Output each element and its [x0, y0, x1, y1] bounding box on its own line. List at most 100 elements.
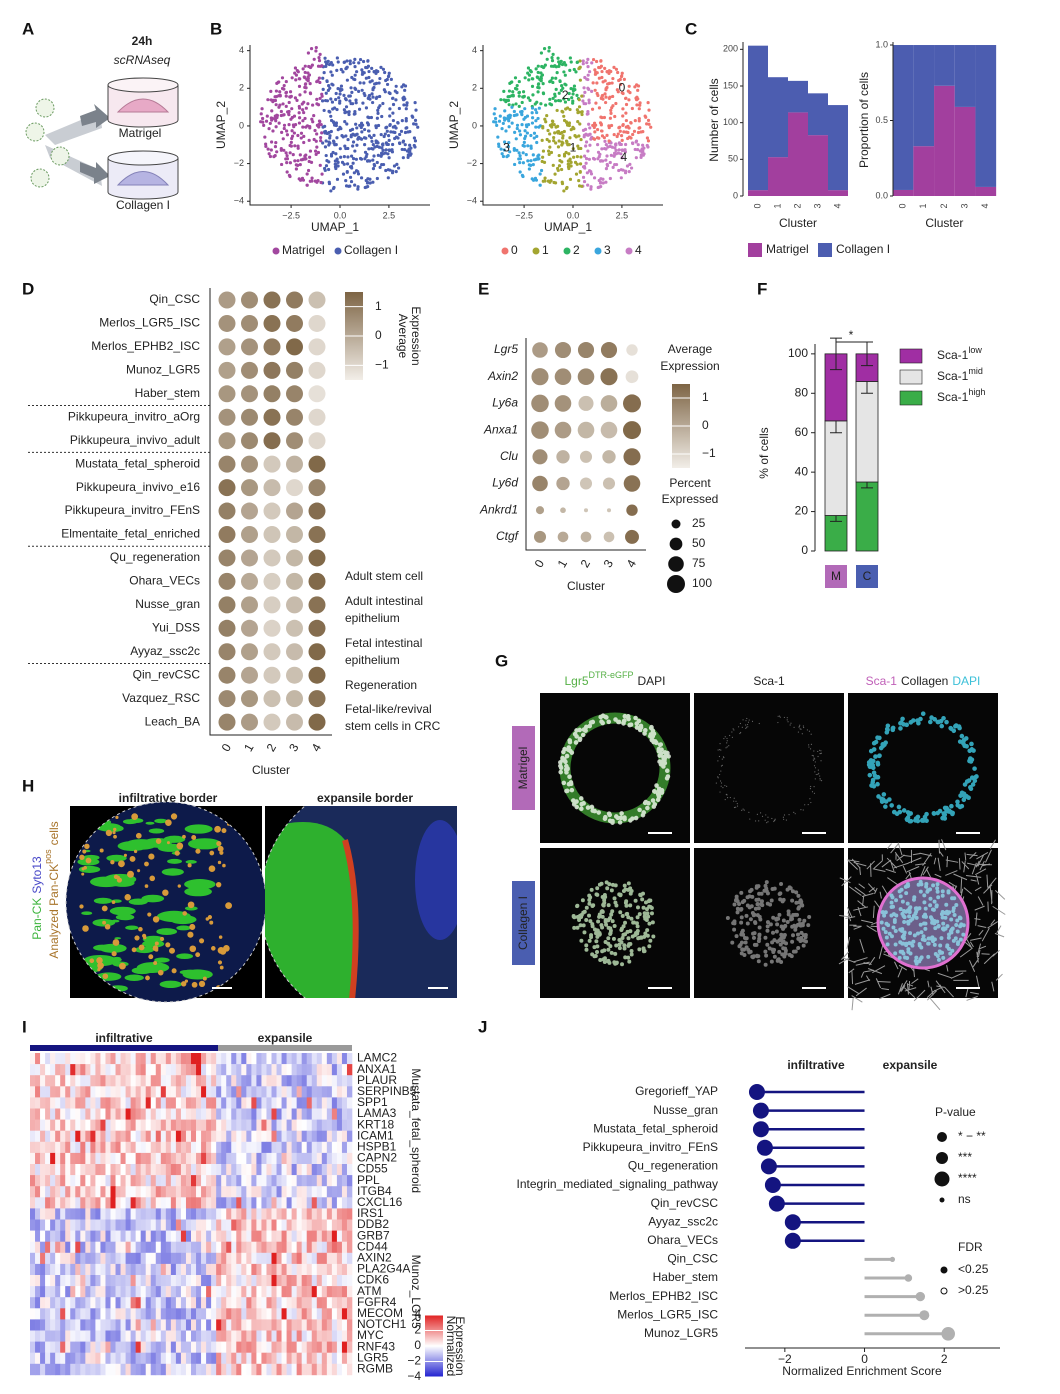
heat-cell	[105, 1286, 111, 1298]
heat-cell	[231, 1152, 237, 1165]
bar	[748, 45, 768, 191]
heat-cell	[120, 1086, 126, 1098]
x-tick-label: 2	[578, 557, 594, 570]
heat-cell	[226, 1297, 232, 1309]
heat-cell	[251, 1241, 257, 1254]
heat-cell	[30, 1164, 36, 1176]
heat-cell	[316, 1075, 323, 1087]
heat-cell	[45, 1164, 51, 1176]
heat-cell	[145, 1152, 152, 1165]
heat-cell	[241, 1341, 247, 1353]
heat-cell	[50, 1286, 56, 1298]
heat-cell	[150, 1252, 157, 1265]
heat-cell	[251, 1197, 257, 1209]
panel-letter: H	[22, 776, 34, 795]
heat-cell	[326, 1252, 333, 1265]
heat-cell	[241, 1219, 247, 1231]
bar	[892, 189, 914, 196]
bar	[892, 45, 914, 190]
dot	[241, 572, 258, 590]
colorbar-tick-label: 0	[375, 328, 382, 342]
heat-cell	[216, 1352, 222, 1365]
heat-cell	[231, 1075, 237, 1087]
heat-cell	[75, 1119, 81, 1131]
heat-cell	[85, 1152, 91, 1165]
heat-cell	[201, 1119, 207, 1131]
heat-cell	[196, 1230, 202, 1242]
heat-cell	[90, 1075, 96, 1087]
heat-cell	[201, 1197, 207, 1209]
heat-cell	[201, 1141, 207, 1154]
heat-cell	[276, 1186, 282, 1198]
heat-cell	[346, 1086, 353, 1098]
heat-cell	[346, 1330, 353, 1342]
heat-cell	[336, 1363, 343, 1376]
heat-cell	[316, 1286, 323, 1298]
heat-cell	[125, 1341, 131, 1353]
x-tick-label: −2	[778, 1352, 792, 1366]
heat-cell	[90, 1053, 96, 1065]
heat-cell	[321, 1230, 328, 1242]
heat-cell	[70, 1330, 76, 1342]
heat-cell	[55, 1219, 61, 1231]
heat-cell	[321, 1297, 328, 1309]
heat-cell	[226, 1208, 232, 1220]
heat-cell	[45, 1119, 51, 1131]
y-tick-label: 0	[733, 190, 738, 200]
heat-cell	[125, 1352, 131, 1365]
heat-cell	[125, 1097, 131, 1109]
heat-cell	[150, 1308, 157, 1320]
heat-cell	[321, 1363, 328, 1376]
heat-cell	[75, 1286, 81, 1298]
gene-set-label: Munoz_LGR5	[409, 1255, 423, 1329]
heat-cell	[80, 1219, 86, 1231]
heat-cell	[55, 1363, 61, 1376]
heat-cell	[105, 1175, 111, 1187]
heat-cell	[341, 1230, 348, 1242]
heat-cell	[150, 1086, 157, 1098]
heat-cell	[261, 1164, 267, 1176]
signature-label: Qin_CSC	[149, 292, 200, 306]
legend-label: Matrigel	[766, 242, 809, 256]
heat-cell	[281, 1141, 287, 1154]
heat-cell	[145, 1208, 152, 1220]
heat-cell	[105, 1330, 111, 1342]
dot	[263, 385, 281, 403]
heat-cell	[100, 1208, 106, 1220]
heat-cell	[80, 1230, 86, 1242]
heat-cell	[180, 1275, 187, 1287]
heat-cell	[170, 1075, 177, 1087]
heat-cell	[85, 1053, 91, 1065]
heat-cell	[85, 1275, 91, 1287]
heat-cell	[306, 1352, 313, 1365]
heat-cell	[246, 1241, 252, 1254]
heat-cell	[236, 1252, 242, 1265]
gene-label: ATM	[357, 1284, 381, 1298]
heat-cell	[211, 1319, 217, 1331]
heat-cell	[145, 1141, 152, 1154]
dot	[263, 408, 281, 426]
heat-cell	[130, 1286, 136, 1298]
heat-cell	[256, 1075, 262, 1087]
heat-cell	[50, 1319, 56, 1331]
signature-label: Merlos_LGR5_ISC	[99, 316, 200, 330]
heat-cell	[185, 1252, 192, 1265]
heat-cell	[306, 1308, 313, 1320]
heat-cell	[100, 1186, 106, 1198]
heat-cell	[341, 1275, 348, 1287]
heat-cell	[261, 1341, 267, 1353]
heat-cell	[160, 1130, 167, 1143]
heat-cell	[75, 1108, 81, 1120]
heat-cell	[206, 1319, 212, 1331]
heat-cell	[180, 1141, 187, 1154]
heat-cell	[130, 1241, 136, 1254]
dot	[241, 361, 258, 379]
heat-cell	[100, 1297, 106, 1309]
heat-cell	[261, 1219, 267, 1231]
heat-cell	[60, 1175, 66, 1187]
x-tick-label: 3	[959, 203, 969, 208]
lollipop-dot	[784, 1232, 801, 1249]
heat-cell	[236, 1197, 242, 1209]
heat-cell	[120, 1263, 126, 1276]
heat-cell	[175, 1297, 182, 1309]
